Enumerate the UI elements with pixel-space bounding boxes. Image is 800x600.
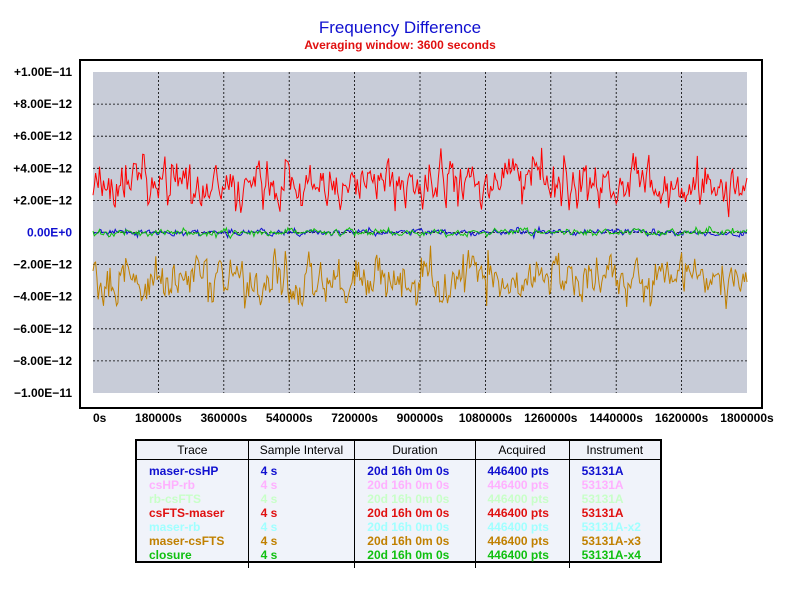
x-tick-label: 720000s — [331, 411, 378, 425]
legend-cell-acquired: 446400 pts — [475, 548, 570, 568]
y-tick-label: −1.00E−11 — [14, 386, 72, 400]
legend-row: maser-csFTS 4 s 20d 16h 0m 0s 446400 pts 531… — [137, 534, 660, 548]
legend-row: maser-csHP 4 s 20d 16h 0m 0s 446400 pts 5313… — [137, 459, 660, 478]
legend-cell-acquired: 446400 pts — [475, 492, 570, 506]
legend-row: csHP-rb 4 s 20d 16h 0m 0s 446400 pts 53131A — [137, 478, 660, 492]
legend-row: csFTS-maser 4 s 20d 16h 0m 0s 446400 pts 531… — [137, 506, 660, 520]
legend-cell-duration: 20d 16h 0m 0s — [354, 506, 476, 520]
legend-header-row: Trace Sample Interval Duration Acquired Inst… — [137, 441, 660, 460]
legend-cell-trace: maser-csFTS — [137, 534, 249, 548]
legend-cell-duration: 20d 16h 0m 0s — [354, 492, 476, 506]
x-tick-label: 1620000s — [655, 411, 709, 425]
legend-cell-instrument: 53131A-x4 — [581, 548, 641, 562]
legend-cell-acquired: 446400 pts — [475, 520, 570, 534]
legend-cell-instrument: 53131A — [581, 478, 624, 492]
legend-row: closure 4 s 20d 16h 0m 0s 446400 pts 53131A-… — [137, 548, 660, 568]
legend-cell-instrument: 53131A — [581, 506, 624, 520]
legend-row: rb-csFTS 4 s 20d 16h 0m 0s 446400 pts 53131A — [137, 492, 660, 506]
legend-cell-interval: 4 s — [248, 459, 356, 478]
grid-lines — [93, 72, 747, 393]
x-axis-ticks: 0s 180000s 360000s 540000s 720000s 900000s 108… — [93, 411, 774, 425]
legend-cell-acquired: 446400 pts — [475, 534, 570, 548]
legend-header-cell: Duration — [354, 441, 476, 460]
legend-cell-trace: rb-csFTS — [137, 492, 249, 506]
legend-cell-interval: 4 s — [248, 534, 356, 548]
legend-cell-interval: 4 s — [248, 478, 356, 492]
chart-subtitle: Averaging window: 3600 seconds — [304, 38, 496, 52]
y-tick-label: −4.00E−12 — [13, 290, 72, 304]
legend-cell-instrument: 53131A — [581, 464, 624, 478]
series-line-csFTS-maser — [92, 147, 748, 218]
x-tick-label: 540000s — [266, 411, 313, 425]
x-tick-label: 180000s — [135, 411, 182, 425]
x-tick-label: 1440000s — [590, 411, 644, 425]
legend-cell-trace: csFTS-maser — [137, 506, 249, 520]
y-tick-label: +6.00E−12 — [13, 129, 72, 143]
x-tick-label: 1800000s — [720, 411, 774, 425]
series-line-closure — [92, 225, 748, 240]
y-tick-label: +8.00E−12 — [13, 97, 72, 111]
y-tick-label: +1.00E−11 — [14, 65, 72, 79]
x-tick-label: 1080000s — [459, 411, 513, 425]
y-tick-label: +4.00E−12 — [13, 161, 72, 175]
legend-cell-duration: 20d 16h 0m 0s — [354, 534, 476, 548]
legend-cell-duration: 20d 16h 0m 0s — [354, 478, 476, 492]
legend-cell-trace: maser-rb — [137, 520, 249, 534]
legend-body: maser-csHP 4 s 20d 16h 0m 0s 446400 pts 5313… — [137, 459, 660, 568]
legend-cell-acquired: 446400 pts — [475, 459, 570, 478]
legend-cell-duration: 20d 16h 0m 0s — [354, 459, 476, 478]
x-tick-label: 900000s — [397, 411, 444, 425]
series-layer — [92, 147, 748, 310]
legend-cell-acquired: 446400 pts — [475, 506, 570, 520]
legend-table: Trace Sample Interval Duration Acquired Inst… — [135, 439, 662, 568]
y-tick-label: −2.00E−12 — [13, 258, 72, 272]
x-tick-label: 0s — [93, 411, 107, 425]
legend-cell-duration: 20d 16h 0m 0s — [354, 548, 476, 568]
y-tick-label: −8.00E−12 — [13, 354, 72, 368]
legend-cell-instrument: 53131A — [581, 492, 624, 506]
x-tick-label: 1260000s — [524, 411, 578, 425]
legend-cell-trace: csHP-rb — [137, 478, 249, 492]
legend-cell-instrument: 53131A-x3 — [581, 534, 641, 548]
y-tick-label: +2.00E−12 — [13, 193, 72, 207]
y-tick-label: −6.00E−12 — [13, 322, 72, 336]
legend-cell-trace: maser-csHP — [137, 459, 249, 478]
series-line-maser-csFTS — [92, 245, 748, 310]
x-tick-label: 360000s — [200, 411, 247, 425]
chart-title: Frequency Difference — [318, 18, 482, 37]
legend-cell-trace: closure — [137, 548, 249, 568]
legend-cell-interval: 4 s — [248, 506, 356, 520]
legend-header-cell: Trace — [137, 441, 249, 460]
y-tick-label: 0.00E+0 — [27, 226, 72, 240]
legend-row: maser-rb 4 s 20d 16h 0m 0s 446400 pts 53131A… — [137, 520, 660, 534]
legend-header-cell: Sample Interval — [248, 441, 356, 460]
legend-cell-interval: 4 s — [248, 492, 356, 506]
legend-cell-interval: 4 s — [248, 548, 356, 568]
legend-cell-acquired: 446400 pts — [475, 478, 570, 492]
legend-cell-interval: 4 s — [248, 520, 356, 534]
legend-header-cell: Acquired — [475, 441, 570, 460]
legend-header-cell: Instrument — [569, 441, 660, 460]
legend-cell-instrument: 53131A-x2 — [581, 520, 641, 534]
y-axis-ticks: +1.00E−11 +8.00E−12 +6.00E−12 +4.00E−12 +2.0… — [13, 65, 72, 400]
legend-cell-duration: 20d 16h 0m 0s — [354, 520, 476, 534]
